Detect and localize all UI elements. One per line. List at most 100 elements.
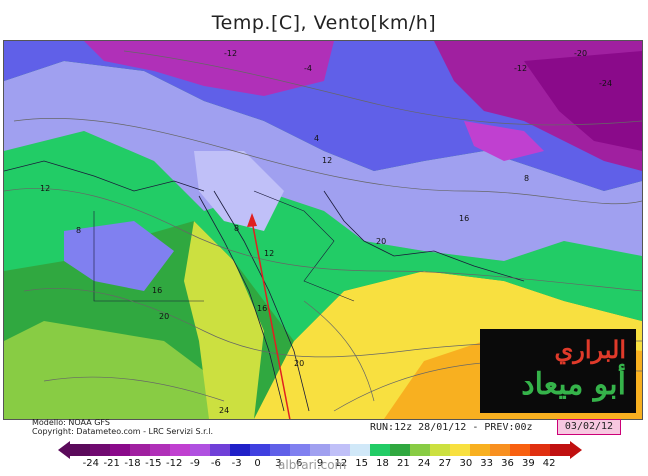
scale-swatch <box>270 444 290 456</box>
site-logo: البراري أبو ميعاد <box>480 329 636 413</box>
valid-date-badge: 03/02/12 <box>557 419 621 435</box>
isotherm-label: 4 <box>314 134 319 143</box>
scale-swatch <box>130 444 150 456</box>
scale-swatch <box>350 444 370 456</box>
mediterranean-coastline <box>4 160 205 192</box>
iran-cold-pocket <box>464 121 544 161</box>
scale-swatch <box>210 444 230 456</box>
isotherm-labels: -4 -12 -20 -12 -24 4 12 8 12 16 20 8 12 … <box>40 49 612 415</box>
scale-tick-label: 27 <box>438 458 452 469</box>
scale-tick-label: 12 <box>334 458 348 469</box>
scale-swatch <box>310 444 330 456</box>
scale-tick-label: 33 <box>480 458 494 469</box>
watermark: albrari.com <box>278 458 347 472</box>
scale-swatch <box>250 444 270 456</box>
isotherm-label: 12 <box>40 184 50 193</box>
scale-tick-label: -24 <box>82 458 99 469</box>
scale-swatch <box>530 444 550 456</box>
cold-zone-purple-north <box>84 41 334 96</box>
scale-tick-label: -3 <box>231 458 242 469</box>
isotherm-label: -24 <box>599 79 612 88</box>
scale-swatch <box>430 444 450 456</box>
scale-tick-label: -6 <box>210 458 221 469</box>
isotherm-label: -12 <box>224 49 237 58</box>
scale-swatch <box>450 444 470 456</box>
red-sea-coast-west <box>198 195 285 412</box>
isotherm-label: 20 <box>294 359 304 368</box>
scale-tick-label: 3 <box>275 458 282 469</box>
isotherm-label: 8 <box>524 174 529 183</box>
temperature-scale-ticks: -24 -21 -18 -15 -12 -9 -6 -3 0 3 6 9 12 15 18 21 24 27 30 3… <box>70 458 570 470</box>
scale-tick-label: -12 <box>165 458 183 469</box>
levant-cool-pocket <box>194 151 284 231</box>
credits-line-1: Modello: NOAA GFS <box>32 418 110 427</box>
scale-swatch <box>390 444 410 456</box>
scale-tick-label: 0 <box>254 458 261 469</box>
isotherm-label: 16 <box>257 304 267 313</box>
run-info: RUN:12z 28/01/12 - PREV:00z <box>370 422 533 433</box>
scale-swatch <box>290 444 310 456</box>
isotherm-label: 24 <box>219 406 229 415</box>
scale-left-arrow <box>58 441 70 459</box>
isotherm-label: 12 <box>322 156 332 165</box>
scale-tick-label: 18 <box>376 458 389 469</box>
isotherm-label: -12 <box>514 64 527 73</box>
scale-tick-label: -9 <box>190 458 200 469</box>
scale-tick-label: 24 <box>417 458 431 469</box>
scale-swatch <box>70 444 90 456</box>
scale-tick-label: 39 <box>521 458 535 469</box>
warm-zone-africa-south <box>4 321 234 419</box>
isotherm-label: 16 <box>152 286 162 295</box>
cold-zone-deep-purple <box>524 51 642 151</box>
sahara-cool-pocket <box>64 221 174 291</box>
scale-tick-label: 15 <box>355 458 369 469</box>
isotherm-label: 20 <box>159 312 169 321</box>
temperature-color-scale <box>70 444 570 456</box>
map-title: Temp.[C], Vento[km/h] <box>211 12 437 34</box>
isotherm-label: -20 <box>574 49 587 58</box>
temperature-field-svg: -4 -12 -20 -12 -24 4 12 8 12 16 20 8 12 … <box>4 41 642 419</box>
scale-swatch <box>370 444 390 456</box>
scale-tick-label: 6 <box>295 458 303 469</box>
scale-tick-label: 9 <box>316 458 324 469</box>
isotherm-label: 16 <box>459 214 469 223</box>
scale-tick-label: 30 <box>459 458 473 469</box>
annotation-arrowhead <box>247 213 257 227</box>
scale-tick-label: 36 <box>501 458 514 469</box>
scale-swatch <box>510 444 530 456</box>
weather-map: -4 -12 -20 -12 -24 4 12 8 12 16 20 8 12 … <box>3 40 643 420</box>
isotherm-label: 12 <box>264 249 274 258</box>
annotation-arrow <box>251 220 291 419</box>
red-sea-coast-east <box>213 190 310 412</box>
isotherm-label: 20 <box>376 237 386 246</box>
credits-line-2: Copyright: Datameteo.com - LRC Servizi S… <box>32 427 213 436</box>
scale-right-arrow <box>570 441 582 459</box>
scale-tick-label: 42 <box>542 458 556 469</box>
scale-swatch <box>490 444 510 456</box>
scale-swatch <box>150 444 170 456</box>
scale-swatch <box>110 444 130 456</box>
border-lines-africa <box>93 211 204 302</box>
logo-line-1: البراري <box>554 335 626 364</box>
scale-tick-label: -15 <box>145 458 162 469</box>
scale-swatch <box>550 444 570 456</box>
scale-swatch <box>90 444 110 456</box>
scale-tick-label: -18 <box>124 458 141 469</box>
scale-swatch <box>470 444 490 456</box>
isotherm-label: 8 <box>76 226 81 235</box>
border-lines-arabia <box>253 190 355 302</box>
logo-line-2: أبو ميعاد <box>521 367 626 402</box>
scale-swatch <box>230 444 250 456</box>
scale-tick-label: 21 <box>396 458 410 469</box>
scale-swatch <box>190 444 210 456</box>
isotherm-label: 8 <box>234 224 239 233</box>
scale-swatch <box>330 444 350 456</box>
red-sea-corridor <box>184 221 264 419</box>
model-credits: Modello: NOAA GFS Copyright: Datameteo.c… <box>32 418 213 436</box>
gulf-coastline <box>323 190 525 282</box>
cool-zone-lavender <box>4 61 642 261</box>
scale-swatch <box>170 444 190 456</box>
scale-tick-label: -21 <box>103 458 120 469</box>
scale-swatch <box>410 444 430 456</box>
isotherm-label: -4 <box>304 64 312 73</box>
